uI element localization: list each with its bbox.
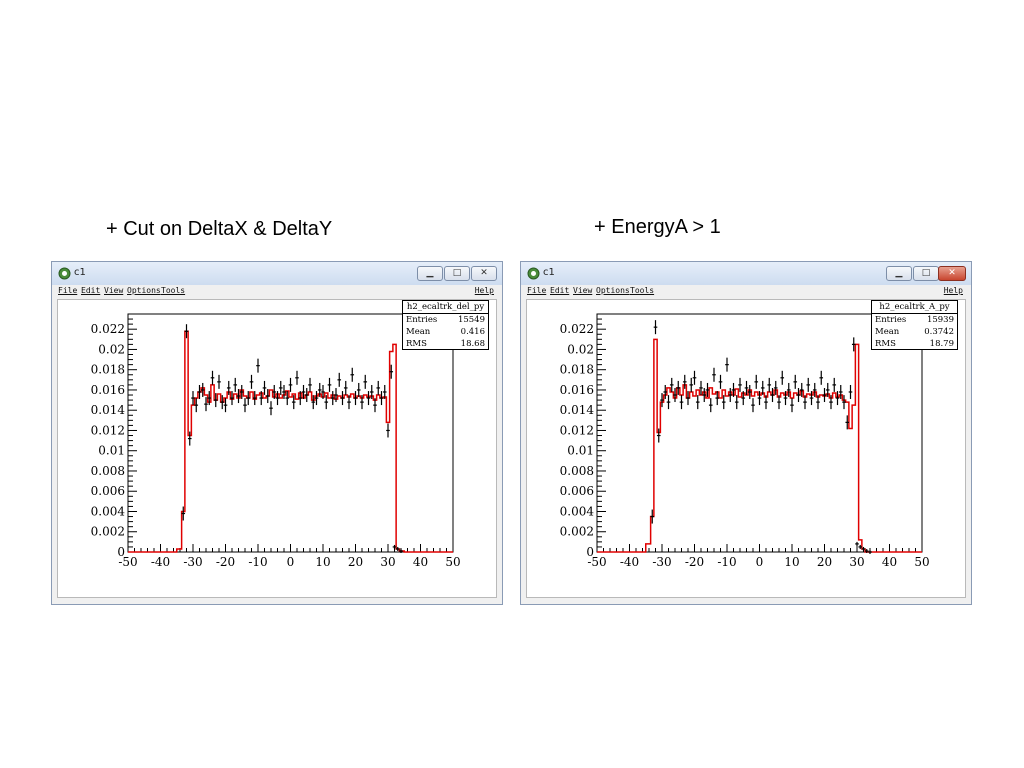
x-tick-label: 20 <box>817 555 832 569</box>
y-tick-label: 0.012 <box>560 423 594 437</box>
x-tick-label: 50 <box>445 555 460 569</box>
menu-options[interactable]: Options <box>127 286 161 295</box>
menu-options[interactable]: Options <box>596 286 630 295</box>
menu-view[interactable]: View <box>104 286 124 295</box>
stats-key: Entries <box>406 315 438 325</box>
histogram-line <box>597 338 922 553</box>
menu-edit[interactable]: Edit <box>550 286 570 295</box>
x-tick-label: -20 <box>685 555 704 569</box>
y-tick-label: 0 <box>586 545 594 559</box>
root-app-icon <box>58 267 71 280</box>
window-titlebar[interactable]: c1 ▁ □ ✕ <box>521 262 971 285</box>
close-button[interactable]: ✕ <box>471 266 497 281</box>
maximize-button[interactable]: □ <box>913 266 939 281</box>
caption-right: + EnergyA > 1 <box>594 216 721 238</box>
minimize-button[interactable]: ▁ <box>417 266 443 281</box>
stats-key: RMS <box>875 339 896 349</box>
y-tick-label: 0.002 <box>91 525 125 539</box>
x-tick-label: -50 <box>587 555 606 569</box>
menu-tools[interactable]: Tools <box>161 286 186 295</box>
y-tick-label: 0.006 <box>560 484 594 498</box>
menu-tools[interactable]: Tools <box>630 286 655 295</box>
menu-view[interactable]: View <box>573 286 593 295</box>
x-tick-label: -40 <box>620 555 639 569</box>
stats-key: Mean <box>875 327 900 337</box>
x-tick-label: 50 <box>914 555 929 569</box>
stats-value: 15939 <box>926 315 954 325</box>
y-tick-label: 0.018 <box>560 363 594 377</box>
x-tick-label: 0 <box>756 555 764 569</box>
stats-name: h2_ecaltrk_A_py <box>872 301 957 314</box>
y-tick-label: 0.008 <box>560 464 594 478</box>
x-tick-label: 10 <box>315 555 330 569</box>
y-tick-label: 0.002 <box>560 525 594 539</box>
x-tick-label: -10 <box>717 555 736 569</box>
stats-name: h2_ecaltrk_del_py <box>403 301 488 314</box>
root-canvas-window-1: c1 ▁ □ ✕ File Edit View Options Tools He… <box>51 261 503 605</box>
menu-file[interactable]: File <box>58 286 78 295</box>
y-tick-label: 0.016 <box>560 383 594 397</box>
histogram-plot: -50 -40 -30 -20 -10 0 10 20 30 40 50 0 0.002 0.004 0.0… <box>560 313 930 569</box>
x-tick-label: -30 <box>183 555 202 569</box>
menu-bar: File Edit View Options Tools Help <box>52 285 502 299</box>
stats-box[interactable]: h2_ecaltrk_A_py Entries 15939 Mean 0.3742 … <box>871 300 958 350</box>
window-title: c1 <box>74 267 86 278</box>
stats-box[interactable]: h2_ecaltrk_del_py Entries 15549 Mean 0.416… <box>402 300 489 350</box>
root-canvas-window-2: c1 ▁ □ ✕ File Edit View Options Tools He… <box>520 261 972 605</box>
menu-edit[interactable]: Edit <box>81 286 101 295</box>
x-tick-label: 0 <box>287 555 295 569</box>
stats-value: 0.3742 <box>924 327 954 337</box>
x-tick-label: -20 <box>216 555 235 569</box>
y-tick-label: 0.016 <box>91 383 125 397</box>
stats-key: Entries <box>875 315 907 325</box>
y-tick-label: 0.02 <box>567 342 594 356</box>
y-tick-label: 0.008 <box>91 464 125 478</box>
y-tick-label: 0.01 <box>567 444 594 458</box>
y-tick-label: 0 <box>117 545 125 559</box>
window-titlebar[interactable]: c1 ▁ □ ✕ <box>52 262 502 285</box>
menu-bar: File Edit View Options Tools Help <box>521 285 971 299</box>
y-tick-label: 0.01 <box>98 444 125 458</box>
menu-help[interactable]: Help <box>474 286 494 295</box>
root-app-icon <box>527 267 540 280</box>
menu-file[interactable]: File <box>527 286 547 295</box>
y-tick-label: 0.022 <box>91 322 125 336</box>
y-tick-label: 0.012 <box>91 423 125 437</box>
x-tick-label: -10 <box>248 555 267 569</box>
y-tick-label: 0.014 <box>91 403 126 417</box>
stats-key: RMS <box>406 339 427 349</box>
x-tick-label: 30 <box>849 555 864 569</box>
plot-canvas[interactable]: -50 -40 -30 -20 -10 0 10 20 30 40 50 0 0.002 0.004 0.0… <box>526 299 966 598</box>
y-tick-label: 0.004 <box>560 504 595 518</box>
y-tick-label: 0.004 <box>91 504 126 518</box>
x-tick-label: -30 <box>652 555 671 569</box>
x-tick-label: 30 <box>380 555 395 569</box>
stats-value: 18.68 <box>460 339 485 349</box>
stats-value: 0.416 <box>460 327 485 337</box>
minimize-button[interactable]: ▁ <box>886 266 912 281</box>
x-tick-label: 20 <box>348 555 363 569</box>
stats-value: 18.79 <box>929 339 954 349</box>
stats-value: 15549 <box>457 315 485 325</box>
caption-left: + Cut on DeltaX & DeltaY <box>106 218 333 240</box>
x-tick-label: 40 <box>413 555 428 569</box>
x-tick-label: 40 <box>882 555 897 569</box>
close-button[interactable]: ✕ <box>938 266 966 281</box>
plot-canvas[interactable]: -50 -40 -30 -20 -10 0 10 20 30 40 50 0 0.002 0.004 0.0… <box>57 299 497 598</box>
y-tick-label: 0.018 <box>91 363 125 377</box>
stats-key: Mean <box>406 327 431 337</box>
maximize-button[interactable]: □ <box>444 266 470 281</box>
y-tick-label: 0.006 <box>91 484 125 498</box>
y-tick-label: 0.02 <box>98 342 125 356</box>
menu-help[interactable]: Help <box>943 286 963 295</box>
x-tick-label: -50 <box>118 555 137 569</box>
window-title: c1 <box>543 267 555 278</box>
x-tick-label: 10 <box>784 555 799 569</box>
y-tick-label: 0.014 <box>560 403 595 417</box>
y-tick-label: 0.022 <box>560 322 594 336</box>
histogram-line <box>128 330 453 553</box>
histogram-plot: -50 -40 -30 -20 -10 0 10 20 30 40 50 0 0.002 0.004 0.0… <box>91 313 461 569</box>
x-tick-label: -40 <box>151 555 170 569</box>
